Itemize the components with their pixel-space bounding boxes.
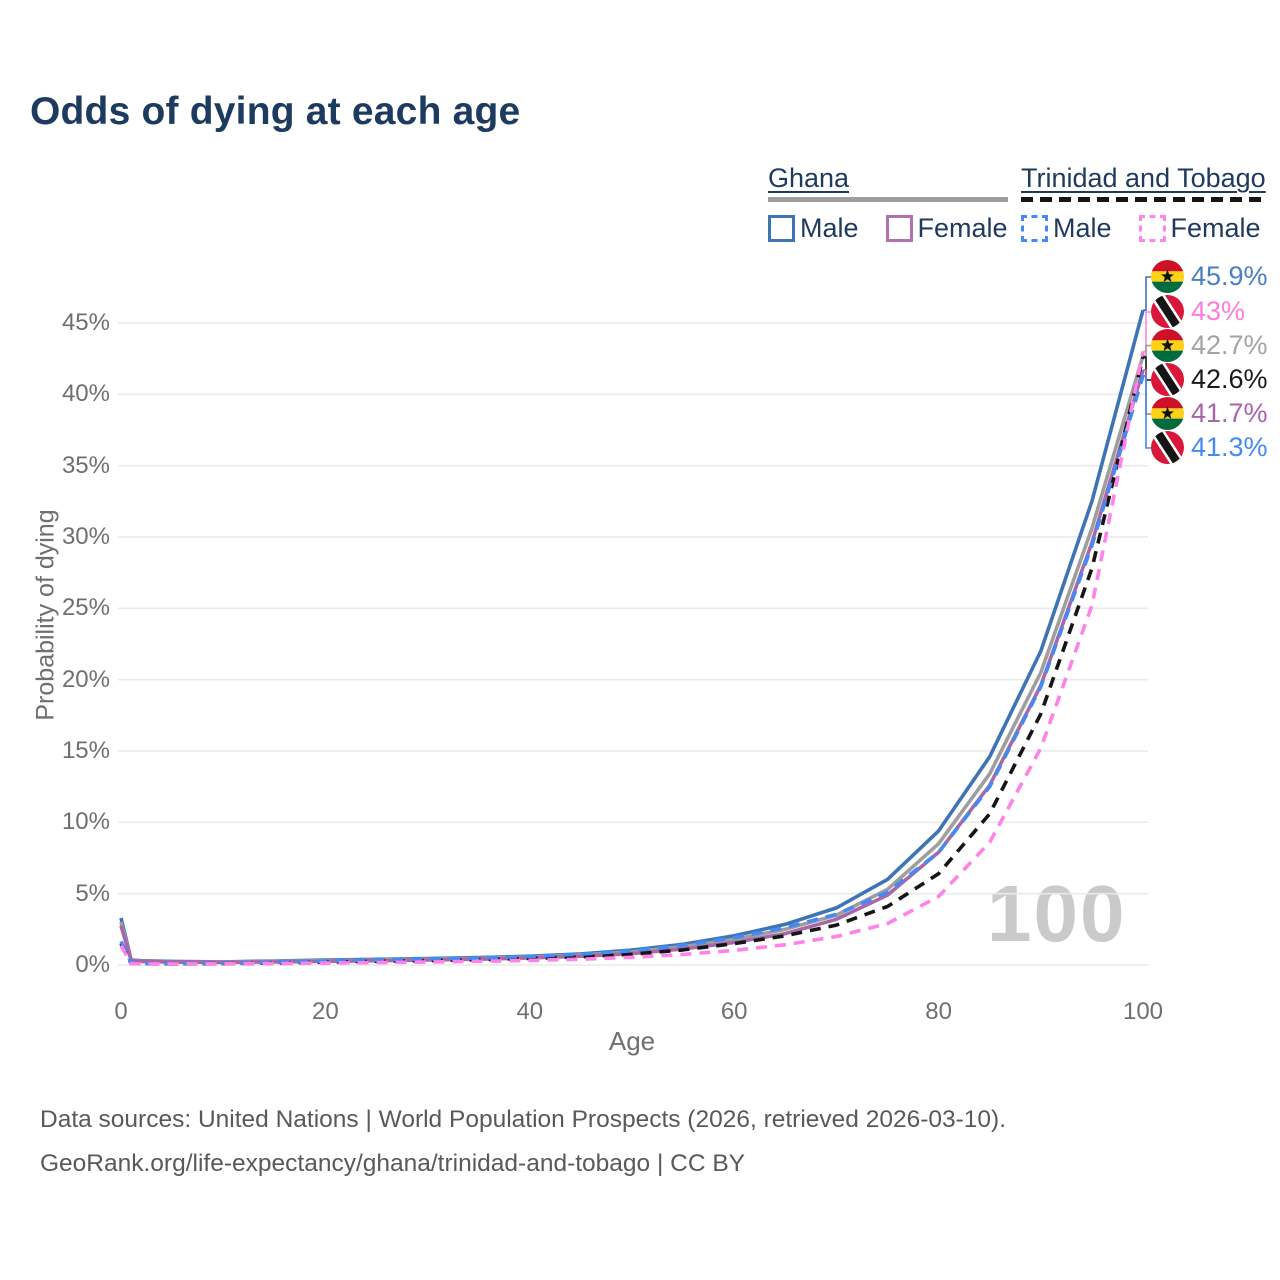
end-label-ghana-female: 41.7%: [1151, 397, 1268, 430]
footer: Data sources: United Nations | World Pop…: [40, 1106, 1006, 1194]
x-axis-title: Age: [608, 1026, 656, 1056]
legend-country-line-swatch: [1021, 197, 1266, 202]
x-tick-age-40: 40: [516, 998, 544, 1025]
series-line-trinidad-and-tobago-male[interactable]: [119, 375, 1145, 966]
legend-group-ghana: Ghana Male Female: [768, 163, 1008, 244]
ghana-flag-icon: [1151, 328, 1184, 362]
end-label-value: 42.7%: [1191, 329, 1268, 360]
legend-item-ghana-female[interactable]: Female: [885, 213, 1008, 244]
y-tick-40pct: 40%: [61, 380, 110, 408]
legend-swatch-female: [885, 215, 913, 242]
watermark-age-100: 100: [987, 869, 1127, 958]
leader-line-trinidad-and-tobago-both-sexes: [1143, 356, 1151, 381]
y-tick-30pct: 30%: [61, 523, 110, 550]
end-label-ghana-male: 45.9%: [1151, 260, 1268, 293]
series-line-ghana-male[interactable]: [119, 309, 1145, 964]
legend-swatch-female: [1138, 215, 1166, 242]
legend-item-label: Male: [800, 213, 859, 243]
ghana-flag-icon: [1151, 260, 1184, 293]
legend-item-trinidad-and-tobago-male[interactable]: Male: [1021, 213, 1112, 244]
legend-item-label: Female: [1170, 213, 1261, 243]
legend-item-trinidad-and-tobago-female[interactable]: Female: [1138, 213, 1261, 244]
end-label-value: 41.3%: [1191, 432, 1268, 462]
y-tick-10pct: 10%: [61, 808, 110, 836]
series-line-trinidad-and-tobago-both-sexes[interactable]: [119, 356, 1145, 966]
legend-group-trinidad-and-tobago: Trinidad and Tobago Male Female: [1021, 163, 1266, 244]
legend-item-label: Male: [1053, 213, 1112, 243]
trinidad-and-tobago-flag-icon: [1151, 363, 1184, 396]
series-line-ghana-female[interactable]: [119, 369, 1145, 965]
x-tick-age-60: 60: [720, 998, 748, 1025]
y-tick-35pct: 35%: [61, 451, 110, 479]
legend-item-ghana-male[interactable]: Male: [768, 213, 859, 244]
legend-item-label: Female: [917, 213, 1008, 243]
x-tick-age-80: 80: [925, 998, 952, 1025]
y-tick-45pct: 45%: [61, 309, 110, 336]
trinidad-and-tobago-flag-icon: [1151, 431, 1184, 464]
y-tick-25pct: 25%: [61, 594, 110, 622]
end-label-value: 45.9%: [1191, 261, 1268, 291]
y-tick-5pct: 5%: [75, 879, 110, 907]
leader-line-ghana-both-sexes: [1143, 344, 1151, 357]
x-tick-age-0: 0: [114, 998, 128, 1025]
legend-country-label[interactable]: Trinidad and Tobago: [1021, 163, 1266, 193]
end-label-ghana-both-sexes: 42.7%: [1151, 328, 1268, 362]
legend-swatch-male: [1021, 215, 1048, 242]
y-tick-15pct: 15%: [61, 737, 110, 764]
attribution-link-text[interactable]: GeoRank.org/life-expectancy/ghana/trinid…: [40, 1150, 746, 1177]
legend-country-label[interactable]: Ghana: [768, 163, 850, 193]
x-tick-age-20: 20: [312, 998, 339, 1025]
chart-title: Odds of dying at each age: [30, 90, 521, 133]
y-axis-title: Probability of dying: [31, 509, 60, 721]
legend-swatch-male: [768, 215, 795, 242]
ghana-flag-icon: [1151, 397, 1184, 430]
end-label-value: 43%: [1191, 296, 1246, 326]
leader-line-trinidad-and-tobago-female: [1143, 311, 1151, 353]
end-label-value: 41.7%: [1191, 398, 1268, 428]
series-line-ghana-both-sexes[interactable]: [119, 355, 1145, 964]
series-line-trinidad-and-tobago-female[interactable]: [119, 351, 1145, 966]
data-sources-text: Data sources: United Nations | World Pop…: [40, 1106, 1007, 1133]
leader-line-ghana-male: [1143, 276, 1151, 311]
legend-country-line-swatch: [768, 197, 1008, 202]
end-label-value: 42.6%: [1191, 364, 1268, 394]
y-tick-20pct: 20%: [61, 665, 110, 693]
end-label-trinidad-and-tobago-both-sexes: 42.6%: [1151, 363, 1268, 396]
trinidad-and-tobago-flag-icon: [1151, 295, 1184, 328]
end-label-trinidad-and-tobago-female: 43%: [1151, 295, 1245, 328]
x-tick-age-100: 100: [1122, 998, 1164, 1025]
leader-line-trinidad-and-tobago-male: [1143, 375, 1151, 449]
end-label-trinidad-and-tobago-male: 41.3%: [1151, 431, 1268, 464]
y-tick-0pct: 0%: [75, 951, 110, 978]
